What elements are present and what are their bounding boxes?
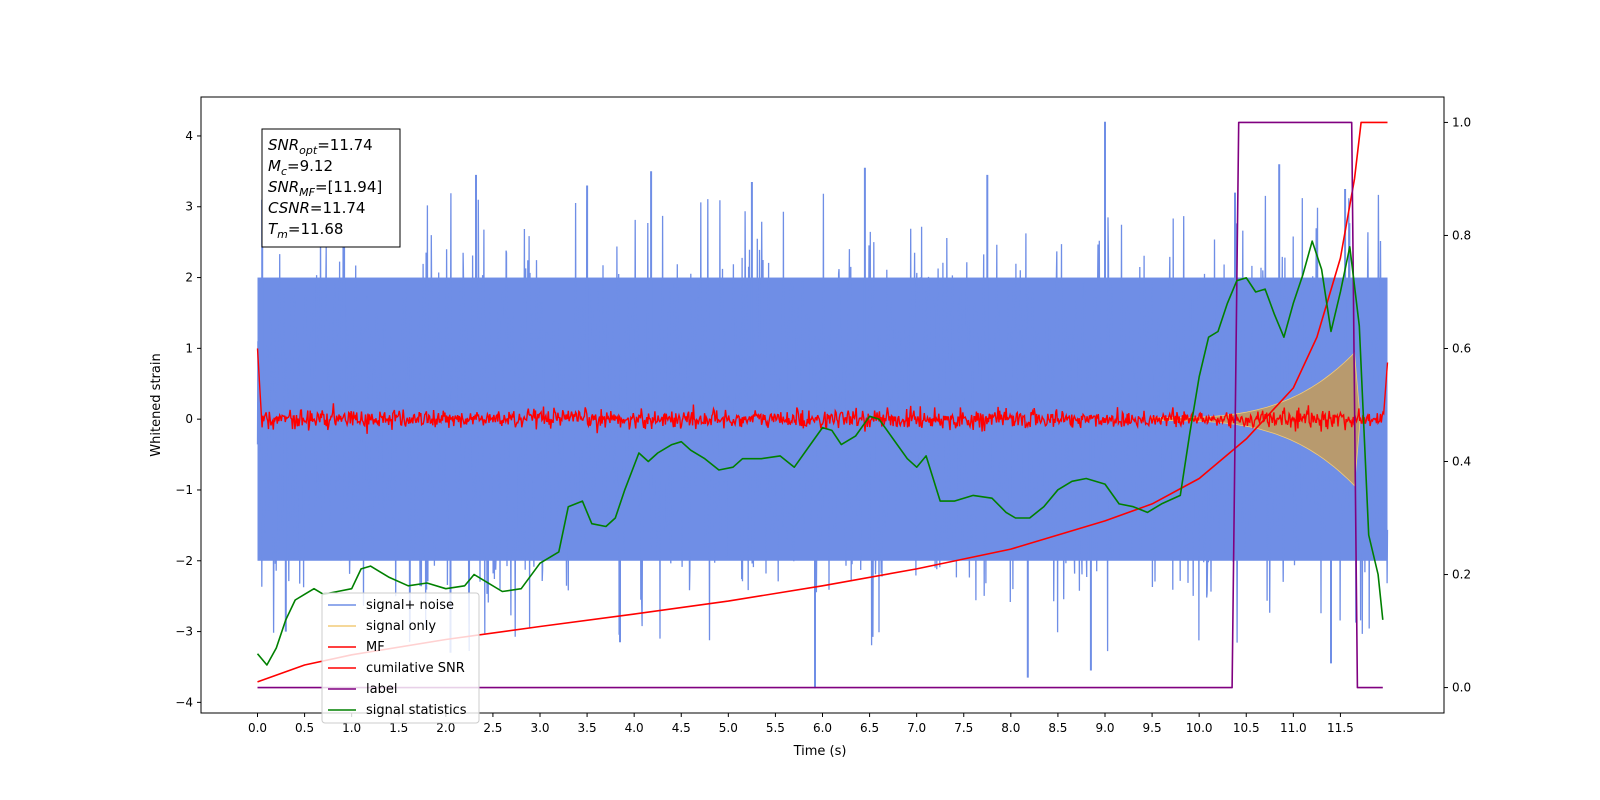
annotation-value: =11.68 bbox=[288, 220, 344, 238]
annotation-subscript: opt bbox=[299, 144, 318, 157]
x-tick-label: 3.0 bbox=[530, 721, 549, 735]
annotation-line: SNRopt=11.74 bbox=[268, 136, 373, 157]
y-axis-right: 1.0 0.8 0.6 0.4 0.2 0.0 bbox=[1444, 115, 1471, 695]
annotation-value: =11.74 bbox=[310, 199, 366, 217]
x-tick-label: 11.5 bbox=[1327, 721, 1354, 735]
legend-label: signal only bbox=[366, 619, 436, 634]
legend-frame bbox=[321, 592, 480, 724]
x-tick-label: 5.5 bbox=[766, 721, 785, 735]
y-tick-label: 0 bbox=[185, 412, 193, 426]
y-tick-label: −1 bbox=[175, 483, 193, 497]
y-tick-label: −3 bbox=[175, 625, 193, 639]
legend-label: signal+ noise bbox=[366, 598, 454, 613]
y-tick-label: 2 bbox=[185, 271, 193, 285]
mf-trace bbox=[256, 348, 1389, 434]
x-tick-label: 2.5 bbox=[483, 721, 502, 735]
x-tick-label: 6.5 bbox=[860, 721, 879, 735]
annotation-subscript: m bbox=[277, 228, 288, 241]
signal-noise-peaks bbox=[261, 121, 1347, 689]
x-tick-label: 0.0 bbox=[248, 721, 267, 735]
x-tick-label: 7.5 bbox=[954, 721, 973, 735]
y-tick-label: 3 bbox=[185, 200, 193, 214]
annotation-subscript: c bbox=[281, 165, 287, 178]
y-axis-left: 4 3 2 1 0 −1 −2 −3 −4 bbox=[175, 129, 201, 709]
x-tick-label: 7.0 bbox=[907, 721, 926, 735]
y2-tick-label: 0.6 bbox=[1452, 341, 1471, 355]
y2-tick-label: 0.8 bbox=[1452, 228, 1471, 242]
y-tick-label: −2 bbox=[175, 554, 193, 568]
y-axis-label: Whitened strain bbox=[149, 353, 164, 456]
annotation-line: Mc=9.12 bbox=[268, 157, 333, 178]
x-tick-label: 1.0 bbox=[342, 721, 361, 735]
annotation-symbol: SNR bbox=[268, 178, 299, 196]
x-tick-label: 9.5 bbox=[1143, 721, 1162, 735]
x-tick-label: 1.5 bbox=[389, 721, 408, 735]
legend-label: label bbox=[366, 682, 397, 697]
y-tick-label: 4 bbox=[185, 129, 193, 143]
x-tick-label: 0.5 bbox=[295, 721, 314, 735]
x-axis-label: Time (s) bbox=[793, 744, 847, 759]
y2-tick-label: 1.0 bbox=[1452, 115, 1471, 129]
y2-tick-label: 0.4 bbox=[1452, 455, 1471, 469]
x-tick-label: 8.5 bbox=[1048, 721, 1067, 735]
annotation-line: SNRMF=[11.94] bbox=[268, 178, 382, 199]
x-tick-label: 4.5 bbox=[672, 721, 691, 735]
x-tick-label: 11.0 bbox=[1280, 721, 1307, 735]
y-tick-label: 1 bbox=[185, 341, 193, 355]
legend-label: MF bbox=[366, 640, 385, 655]
x-tick-label: 10.5 bbox=[1233, 721, 1260, 735]
annotation-value: =[11.94] bbox=[315, 178, 382, 196]
signal-statistics-layer bbox=[256, 240, 1384, 666]
legend: signal+ noise signal only MF cumilative SNR… bbox=[321, 592, 480, 724]
label-layer bbox=[257, 121, 1383, 689]
y-tick-label: −4 bbox=[175, 695, 193, 709]
annotation-line: CSNR=11.74 bbox=[268, 199, 365, 217]
x-tick-label: 9.0 bbox=[1095, 721, 1114, 735]
annotation-symbol: T bbox=[268, 220, 279, 238]
x-tick-label: 2.0 bbox=[436, 721, 455, 735]
x-tick-label: 8.0 bbox=[1001, 721, 1020, 735]
annotation-box-frame bbox=[261, 128, 401, 248]
label-line bbox=[257, 121, 1383, 689]
x-tick-label: 6.0 bbox=[813, 721, 832, 735]
y2-tick-label: 0.2 bbox=[1452, 568, 1471, 582]
mf-layer bbox=[256, 348, 1389, 434]
legend-label: signal statistics bbox=[366, 703, 467, 718]
signal-statistics-line bbox=[256, 240, 1384, 666]
x-tick-label: 3.5 bbox=[578, 721, 597, 735]
annotation-subscript: MF bbox=[299, 186, 315, 199]
signal-noise-trace bbox=[256, 193, 1389, 652]
x-tick-label: 5.0 bbox=[719, 721, 738, 735]
annotation-symbol: SNR bbox=[268, 136, 299, 154]
annotation-box: SNRopt=11.74Mc=9.12SNRMF=[11.94]CSNR=11.… bbox=[261, 128, 401, 248]
annotation-value: =9.12 bbox=[287, 157, 333, 175]
annotation-value: =11.74 bbox=[317, 136, 373, 154]
legend-label: cumilative SNR bbox=[366, 661, 465, 676]
y2-tick-label: 0.0 bbox=[1452, 681, 1471, 695]
annotation-symbol: CSNR bbox=[268, 199, 310, 217]
annotation-line: Tm=11.68 bbox=[268, 220, 343, 241]
x-tick-label: 4.0 bbox=[625, 721, 644, 735]
annotation-symbol: M bbox=[268, 157, 281, 175]
x-tick-label: 10.0 bbox=[1186, 721, 1213, 735]
